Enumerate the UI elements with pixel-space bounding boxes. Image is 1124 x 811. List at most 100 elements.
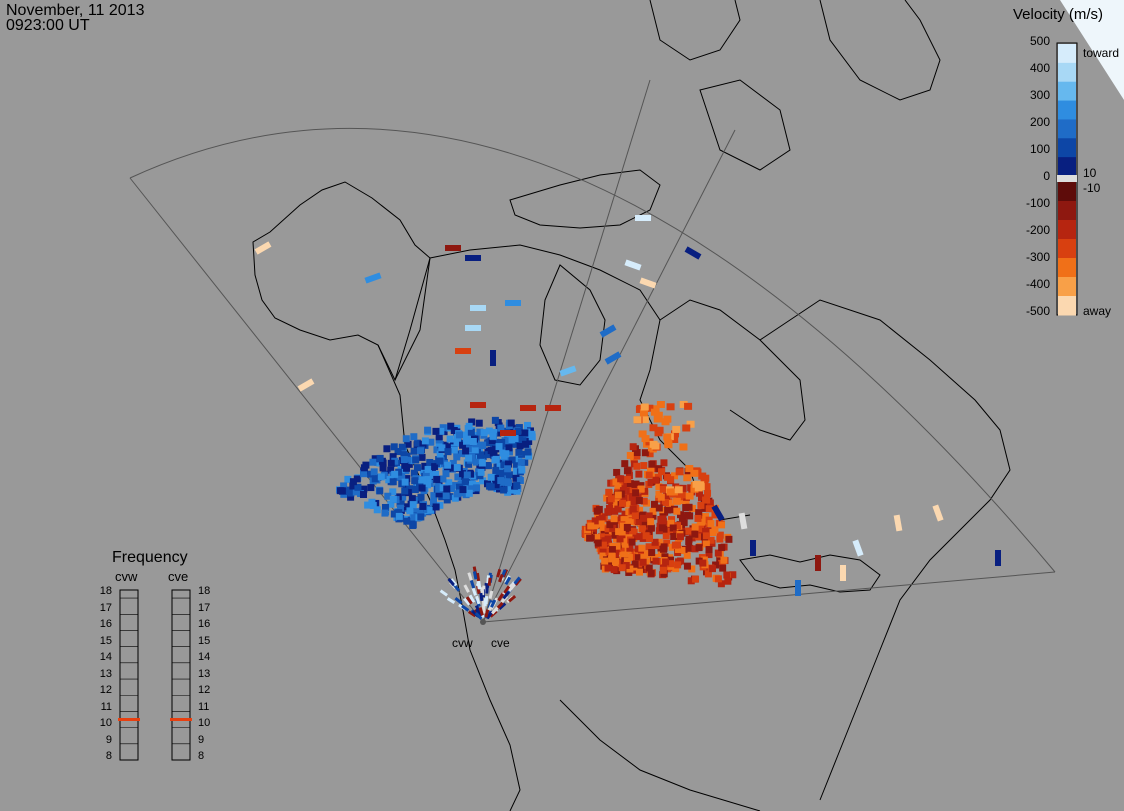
velocity-cell <box>619 522 627 530</box>
velocity-cell <box>661 553 669 561</box>
velocity-cell <box>685 465 694 473</box>
velocity-cell <box>446 597 456 605</box>
velocity-cell <box>639 558 647 566</box>
frequency-level-cve: 8 <box>198 750 205 762</box>
velocity-cell <box>597 520 605 528</box>
velocity-cell <box>648 549 656 557</box>
velocity-cell <box>394 448 402 456</box>
velocity-cell <box>444 448 452 456</box>
velocity-cell <box>469 438 477 446</box>
colorbar-swatch <box>1058 277 1076 297</box>
velocity-cell <box>465 460 473 468</box>
velocity-cell <box>491 474 499 482</box>
velocity-cell <box>442 470 450 478</box>
colorbar-tick-label: 0 <box>1043 169 1050 183</box>
velocity-cell <box>626 544 634 552</box>
velocity-cell <box>647 478 655 486</box>
velocity-cell <box>508 486 516 494</box>
colorbar-tick-label: 300 <box>1029 88 1050 102</box>
frequency-level-cvw: 12 <box>99 684 112 696</box>
velocity-cell <box>605 488 613 496</box>
velocity-cell <box>623 523 631 531</box>
colorbar-swatch <box>1058 239 1076 259</box>
velocity-cell <box>471 587 477 596</box>
velocity-cell <box>484 462 492 470</box>
velocity-cell <box>640 554 648 562</box>
velocity-cell <box>395 468 403 476</box>
velocity-cell <box>477 581 482 590</box>
velocity-cell <box>623 467 631 475</box>
velocity-cell <box>496 468 504 476</box>
velocity-cell <box>485 427 493 435</box>
colorbar-toward-label: toward <box>1083 46 1120 60</box>
frequency-level-cve: 18 <box>198 585 211 597</box>
velocity-cell <box>617 475 625 483</box>
velocity-cell <box>487 483 495 491</box>
velocity-cell <box>683 562 691 570</box>
colorbar-swatch <box>1058 62 1076 83</box>
velocity-cell <box>720 556 728 564</box>
velocity-cell <box>367 470 375 478</box>
velocity-cell <box>651 554 659 562</box>
frequency-level-cvw: 9 <box>105 733 112 746</box>
velocity-cell <box>479 477 487 485</box>
velocity-cell <box>624 500 632 508</box>
velocity-colorbar <box>1056 42 1078 316</box>
velocity-cell <box>410 513 418 521</box>
velocity-cell <box>629 505 637 513</box>
velocity-cell <box>487 473 495 481</box>
velocity-cell <box>669 488 678 496</box>
colorbar-plus10-label: 10 <box>1083 166 1097 180</box>
velocity-cell <box>666 403 675 411</box>
velocity-cell <box>687 577 695 585</box>
velocity-cell <box>521 429 529 437</box>
velocity-cell <box>688 565 696 573</box>
velocity-cell <box>649 512 657 520</box>
velocity-cell <box>714 549 722 557</box>
velocity-cell <box>701 513 709 521</box>
colorbar-swatch <box>1058 220 1076 240</box>
velocity-cell <box>446 435 454 443</box>
velocity-cell <box>497 477 505 485</box>
colorbar-swatch <box>1058 296 1076 316</box>
velocity-cell <box>352 488 360 496</box>
velocity-cell <box>645 404 654 412</box>
velocity-cell <box>467 610 477 618</box>
velocity-cell <box>410 447 418 455</box>
velocity-cell <box>399 493 407 501</box>
velocity-cell <box>417 513 425 521</box>
velocity-cell <box>686 544 694 552</box>
velocity-cell <box>631 512 639 520</box>
velocity-cell <box>711 526 719 534</box>
velocity-cell <box>389 453 397 461</box>
velocity-cell <box>714 575 722 583</box>
velocity-cell <box>654 411 663 419</box>
velocity-cell <box>453 453 461 461</box>
velocity-cell <box>494 429 502 437</box>
velocity-cell <box>680 519 688 527</box>
velocity-cell <box>448 484 456 492</box>
velocity-cell <box>418 453 426 461</box>
velocity-cell <box>381 503 389 511</box>
colorbar-away-label: away <box>1083 304 1112 318</box>
frequency-gauge-cve <box>171 589 191 761</box>
velocity-cell <box>498 573 504 583</box>
velocity-cell <box>634 545 642 553</box>
velocity-cell <box>691 530 699 538</box>
velocity-cell <box>513 467 521 475</box>
velocity-cell <box>635 470 643 478</box>
velocity-cell <box>513 482 521 490</box>
velocity-cell <box>465 454 473 462</box>
velocity-cell <box>638 544 646 552</box>
velocity-cell <box>387 459 395 467</box>
velocity-cell <box>545 405 561 411</box>
velocity-cell <box>626 451 634 459</box>
velocity-cell <box>432 503 440 511</box>
velocity-cell <box>674 545 682 553</box>
velocity-cell <box>371 475 379 483</box>
velocity-cell <box>463 597 471 606</box>
velocity-cell <box>629 443 637 451</box>
coastline-outline <box>252 0 1011 811</box>
velocity-cell <box>686 420 695 428</box>
velocity-cell <box>640 416 649 424</box>
